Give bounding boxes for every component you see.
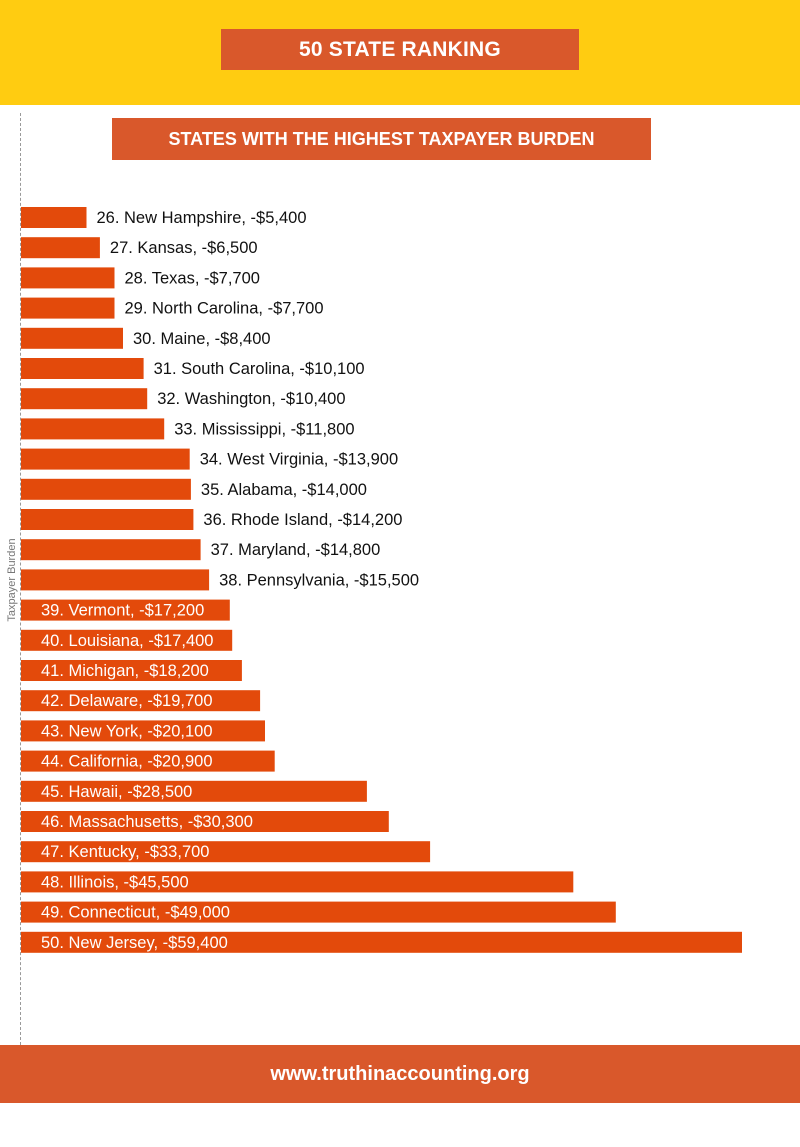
bar-label: 37. Maryland, -$14,800 (211, 541, 381, 559)
chart-subtitle: STATES WITH THE HIGHEST TAXPAYER BURDEN (112, 118, 651, 160)
bar-new-hampshire (21, 207, 87, 228)
bar-kansas (21, 237, 100, 259)
bar-label: 31. South Carolina, -$10,100 (154, 360, 365, 378)
bar-alabama (21, 478, 191, 500)
bar-label: 42. Delaware, -$19,700 (41, 692, 213, 710)
bar-rhode-island (21, 509, 194, 530)
bar-label: 41. Michigan, -$18,200 (41, 662, 209, 680)
bar-texas (21, 267, 115, 289)
bar-label: 49. Connecticut, -$49,000 (41, 904, 230, 922)
bar-label: 50. New Jersey, -$59,400 (41, 934, 228, 952)
bar-kentucky (21, 841, 431, 863)
bar-hawaii (21, 780, 367, 802)
bar-maryland (21, 539, 201, 561)
bar-new-jersey (21, 931, 742, 953)
bar-vermont (21, 599, 230, 621)
bar-label: 28. Texas, -$7,700 (125, 269, 260, 287)
bar-label: 38. Pennsylvania, -$15,500 (219, 571, 419, 589)
bar-south-carolina (21, 358, 144, 379)
bar-new-york (21, 720, 265, 742)
bar-label: 40. Louisiana, -$17,400 (41, 632, 213, 650)
bar-louisiana (21, 629, 233, 651)
bar-north-carolina (21, 297, 115, 319)
bar-label: 39. Vermont, -$17,200 (41, 602, 204, 620)
bar-delaware (21, 690, 261, 712)
bar-label: 45. Hawaii, -$28,500 (41, 783, 192, 801)
bar-label: 48. Illinois, -$45,500 (41, 873, 189, 891)
bar-label: 34. West Virginia, -$13,900 (200, 451, 398, 469)
footer-url[interactable]: www.truthinaccounting.org (0, 1045, 800, 1103)
bar-washington (21, 388, 148, 410)
bar-label: 33. Mississippi, -$11,800 (174, 420, 354, 438)
bar-label: 30. Maine, -$8,400 (133, 330, 271, 348)
y-axis-label: Taxpayer Burden (6, 538, 18, 622)
bar-label: 27. Kansas, -$6,500 (110, 239, 258, 257)
bar-california (21, 750, 275, 772)
bar-west-virginia (21, 448, 190, 470)
bar-label: 44. California, -$20,900 (41, 753, 213, 771)
page-title: 50 STATE RANKING (221, 29, 579, 70)
bar-label: 43. New York, -$20,100 (41, 722, 213, 740)
bar-michigan (21, 660, 242, 681)
bar-label: 29. North Carolina, -$7,700 (125, 300, 324, 318)
bar-pennsylvania (21, 569, 210, 591)
bar-massachusetts (21, 811, 389, 832)
bar-label: 36. Rhode Island, -$14,200 (203, 511, 402, 529)
bar-label: 32. Washington, -$10,400 (157, 390, 345, 408)
bar-illinois (21, 871, 574, 893)
bar-label: 35. Alabama, -$14,000 (201, 481, 367, 499)
bar-mississippi (21, 418, 165, 440)
y-axis-line (20, 113, 21, 1045)
bar-label: 26. New Hampshire, -$5,400 (97, 209, 307, 227)
bar-label: 47. Kentucky, -$33,700 (41, 843, 209, 861)
bar-connecticut (21, 901, 616, 923)
bar-maine (21, 327, 123, 349)
bar-label: 46. Massachusetts, -$30,300 (41, 813, 253, 831)
